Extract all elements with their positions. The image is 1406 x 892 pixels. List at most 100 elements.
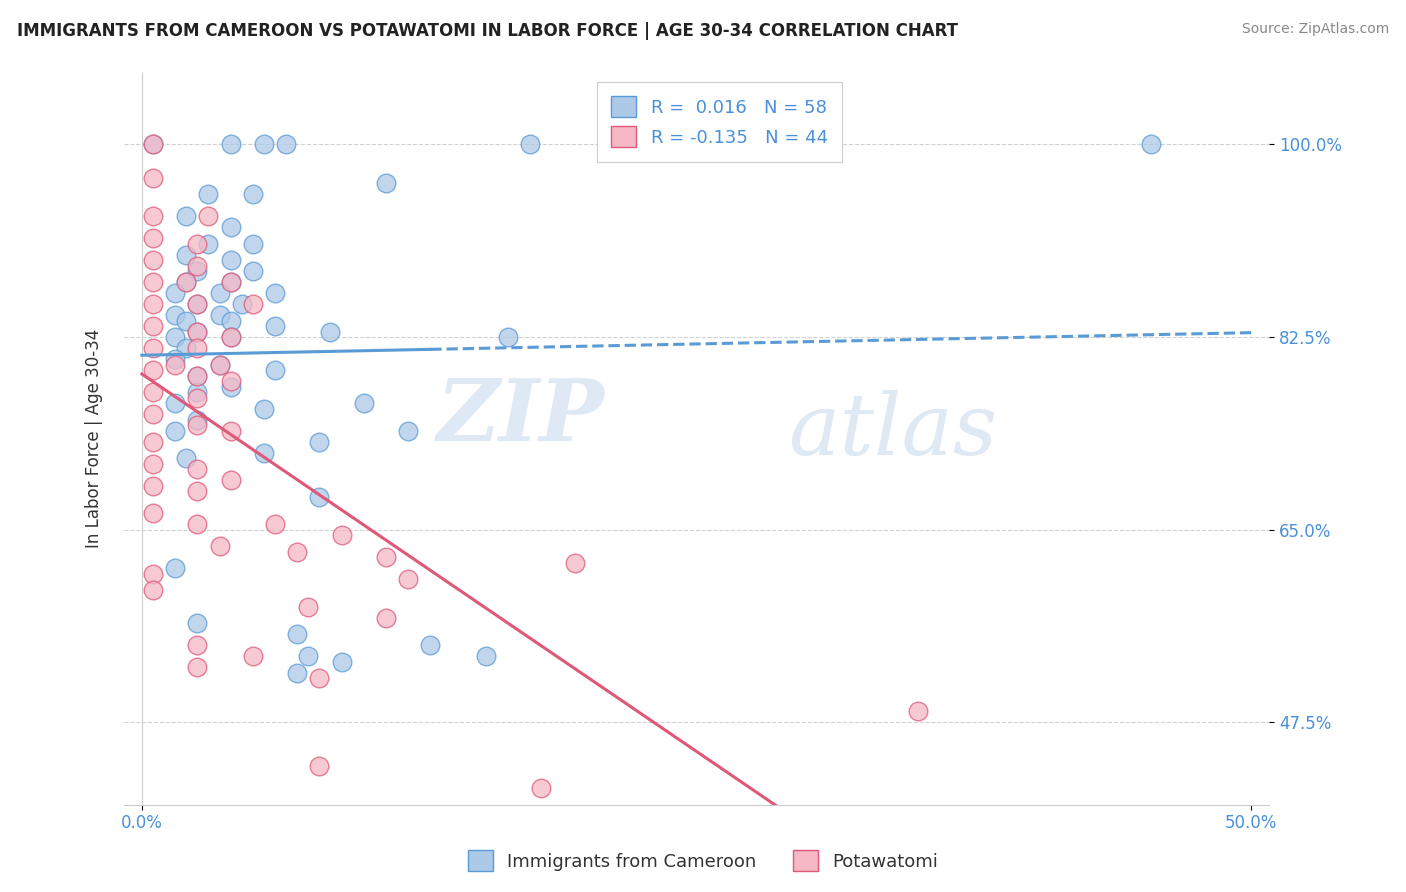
Point — [186, 385, 208, 400]
Point — [142, 319, 165, 334]
Point — [186, 462, 208, 476]
Point — [242, 187, 264, 202]
Point — [165, 330, 187, 344]
Point — [219, 137, 242, 152]
Point — [142, 253, 165, 268]
Point — [285, 627, 308, 641]
Point — [186, 517, 208, 532]
Point — [264, 517, 287, 532]
Point — [142, 341, 165, 355]
Point — [907, 704, 929, 718]
Point — [186, 325, 208, 339]
Text: IMMIGRANTS FROM CAMEROON VS POTAWATOMI IN LABOR FORCE | AGE 30-34 CORRELATION CH: IMMIGRANTS FROM CAMEROON VS POTAWATOMI I… — [17, 22, 957, 40]
Point — [142, 297, 165, 311]
Point — [308, 759, 330, 773]
Text: atlas: atlas — [789, 390, 997, 473]
Point — [142, 407, 165, 421]
Point — [297, 649, 319, 664]
Point — [174, 341, 197, 355]
Point — [165, 308, 187, 322]
Point — [496, 330, 519, 344]
Point — [165, 352, 187, 367]
Point — [142, 434, 165, 449]
Point — [186, 259, 208, 273]
Point — [330, 528, 353, 542]
Point — [208, 358, 231, 372]
Point — [242, 236, 264, 251]
Point — [319, 325, 342, 339]
Point — [308, 434, 330, 449]
Point — [242, 297, 264, 311]
Point — [174, 451, 197, 466]
Point — [253, 137, 276, 152]
Point — [219, 473, 242, 487]
Point — [253, 401, 276, 416]
Point — [208, 286, 231, 301]
Point — [219, 330, 242, 344]
Point — [186, 297, 208, 311]
Point — [297, 599, 319, 614]
Point — [142, 457, 165, 471]
Point — [186, 391, 208, 405]
Point — [308, 490, 330, 504]
Point — [475, 649, 498, 664]
Point — [165, 561, 187, 575]
Point — [219, 253, 242, 268]
Point — [165, 358, 187, 372]
Point — [165, 396, 187, 410]
Y-axis label: In Labor Force | Age 30-34: In Labor Force | Age 30-34 — [86, 329, 103, 549]
Point — [142, 231, 165, 245]
Point — [174, 313, 197, 327]
Point — [219, 313, 242, 327]
Point — [208, 358, 231, 372]
Point — [165, 424, 187, 438]
Point — [186, 660, 208, 674]
Point — [197, 187, 219, 202]
Point — [142, 170, 165, 185]
Legend: Immigrants from Cameroon, Potawatomi: Immigrants from Cameroon, Potawatomi — [460, 843, 946, 879]
Point — [253, 445, 276, 459]
Point — [186, 638, 208, 652]
Point — [186, 368, 208, 383]
Point — [142, 478, 165, 492]
Point — [285, 544, 308, 558]
Point — [219, 330, 242, 344]
Point — [142, 506, 165, 520]
Point — [1140, 137, 1163, 152]
Point — [274, 137, 297, 152]
Point — [308, 671, 330, 685]
Point — [142, 137, 165, 152]
Point — [375, 176, 398, 190]
Point — [142, 385, 165, 400]
Point — [186, 341, 208, 355]
Point — [219, 374, 242, 388]
Point — [186, 616, 208, 631]
Point — [186, 325, 208, 339]
Point — [264, 286, 287, 301]
Point — [264, 363, 287, 377]
Point — [197, 236, 219, 251]
Point — [375, 610, 398, 624]
Point — [285, 665, 308, 680]
Point — [353, 396, 375, 410]
Point — [419, 638, 441, 652]
Point — [165, 286, 187, 301]
Point — [174, 275, 197, 289]
Point — [142, 583, 165, 598]
Point — [530, 781, 553, 796]
Point — [396, 572, 419, 586]
Point — [375, 550, 398, 565]
Point — [264, 319, 287, 334]
Point — [174, 209, 197, 223]
Point — [186, 368, 208, 383]
Point — [142, 275, 165, 289]
Point — [142, 137, 165, 152]
Text: ZIP: ZIP — [437, 376, 605, 458]
Point — [186, 297, 208, 311]
Point — [208, 308, 231, 322]
Point — [186, 418, 208, 433]
Point — [208, 539, 231, 553]
Point — [242, 264, 264, 278]
Point — [142, 363, 165, 377]
Point — [519, 137, 541, 152]
